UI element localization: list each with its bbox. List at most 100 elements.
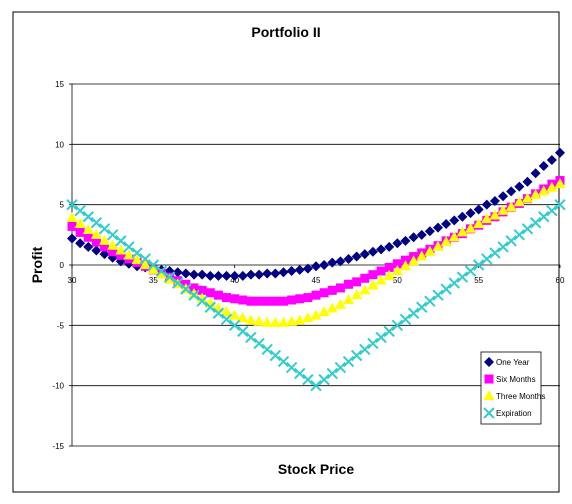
data-point-expiration — [277, 355, 290, 368]
data-point-three-months — [399, 260, 411, 271]
data-point-one-year — [245, 269, 256, 280]
data-point-three-months — [155, 268, 167, 279]
data-point-expiration — [407, 307, 420, 319]
data-point-three-months — [546, 181, 558, 192]
data-point-expiration — [383, 325, 395, 338]
data-point-one-year — [75, 238, 86, 249]
data-point-expiration — [196, 295, 208, 307]
data-point-three-months — [147, 263, 159, 274]
data-point-six-months — [67, 221, 77, 231]
data-point-six-months — [384, 262, 394, 272]
data-point-one-year — [311, 261, 321, 272]
series-layer — [66, 147, 566, 392]
legend-marker-six-months — [484, 374, 494, 384]
data-point-expiration — [424, 295, 436, 307]
data-point-three-months — [221, 306, 233, 317]
x-tick-label: 60 — [556, 276, 565, 285]
data-point-three-months — [424, 245, 436, 256]
data-point-one-year — [237, 270, 248, 281]
data-point-one-year — [498, 191, 509, 202]
data-point-expiration — [497, 241, 509, 253]
x-tick-label: 35 — [149, 276, 158, 285]
series-one-year — [67, 147, 565, 281]
data-point-three-months — [310, 309, 322, 320]
data-point-one-year — [302, 263, 313, 274]
data-point-six-months — [83, 232, 93, 242]
data-point-one-year — [376, 244, 387, 255]
data-point-one-year — [278, 267, 289, 278]
data-point-expiration — [261, 343, 273, 356]
data-point-expiration — [367, 337, 379, 350]
data-point-expiration — [228, 319, 241, 332]
data-point-six-months — [238, 295, 248, 305]
data-point-three-months — [473, 217, 485, 228]
data-point-expiration — [546, 204, 558, 217]
data-point-expiration — [529, 217, 542, 229]
data-point-one-year — [424, 226, 435, 237]
data-point-expiration — [139, 253, 151, 265]
data-point-one-year — [221, 270, 232, 281]
data-point-six-months — [270, 296, 280, 306]
data-point-three-months — [343, 293, 355, 304]
data-point-six-months — [295, 294, 305, 304]
data-point-expiration — [115, 235, 127, 247]
data-point-six-months — [205, 288, 215, 298]
x-tick-label: 30 — [68, 276, 77, 285]
data-point-six-months — [75, 227, 85, 237]
data-point-expiration — [310, 379, 322, 392]
data-point-one-year — [384, 241, 395, 252]
data-point-three-months — [448, 231, 460, 242]
data-point-three-months — [229, 309, 241, 320]
data-point-one-year — [449, 215, 460, 226]
legend-label-three-months: Three Months — [496, 392, 545, 401]
data-point-three-months — [318, 306, 330, 317]
data-point-expiration — [505, 235, 517, 247]
legend-item-expiration: Expiration — [483, 407, 532, 419]
x-axis-title: Stock Price — [278, 461, 354, 477]
data-point-three-months — [530, 189, 542, 200]
data-point-one-year — [367, 246, 378, 257]
data-point-expiration — [350, 349, 363, 362]
data-point-three-months — [554, 178, 566, 189]
data-point-six-months — [222, 293, 232, 303]
data-point-six-months — [344, 279, 354, 289]
data-point-expiration — [521, 223, 534, 235]
data-point-one-year — [433, 222, 443, 233]
data-point-three-months — [90, 228, 102, 239]
data-point-six-months — [100, 242, 110, 252]
data-point-six-months — [376, 266, 386, 276]
data-point-three-months — [489, 209, 501, 220]
data-point-one-year — [83, 241, 94, 252]
data-point-six-months — [327, 285, 337, 295]
legend-item-six-months: Six Months — [484, 374, 536, 384]
data-point-three-months — [521, 192, 533, 203]
data-point-expiration — [220, 313, 233, 326]
data-point-six-months — [319, 288, 329, 298]
data-point-three-months — [334, 298, 346, 309]
data-point-one-year — [294, 264, 305, 275]
legend-marker-three-months — [483, 390, 495, 400]
data-point-one-year — [107, 252, 118, 263]
y-tick-label: 15 — [55, 80, 64, 89]
data-point-expiration — [538, 211, 550, 223]
data-point-one-year — [522, 176, 533, 187]
data-point-one-year — [546, 155, 557, 166]
data-point-one-year — [343, 253, 354, 264]
data-point-six-months — [311, 290, 321, 300]
data-point-expiration — [302, 373, 314, 386]
y-tick-label: -10 — [52, 382, 64, 391]
legend-item-one-year: One Year — [484, 357, 530, 367]
data-point-three-months — [408, 255, 420, 266]
data-point-one-year — [262, 268, 273, 279]
data-point-six-months — [287, 295, 297, 305]
data-point-one-year — [441, 218, 452, 229]
data-point-three-months — [367, 279, 379, 290]
data-point-expiration — [342, 355, 355, 368]
data-point-three-months — [513, 196, 525, 207]
data-point-three-months — [66, 211, 78, 222]
data-point-expiration — [82, 211, 94, 223]
data-point-six-months — [246, 296, 256, 306]
data-point-expiration — [269, 349, 282, 362]
